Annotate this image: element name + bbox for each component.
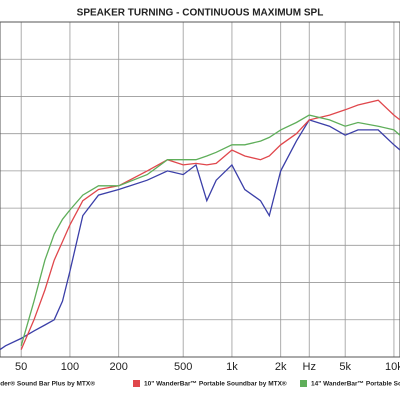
legend-swatch	[133, 380, 140, 387]
legend-swatch	[300, 380, 307, 387]
series-line	[20, 99, 400, 350]
legend-label: 10" WanderBar™ Portable Soundbar by MTX®	[144, 380, 287, 388]
x-tick-label: 1k	[226, 361, 238, 373]
legend-label: 14" WanderBar™ Portable Sound	[311, 381, 400, 388]
chart-title: SPEAKER TURNING - CONTINUOUS MAXIMUM SPL	[77, 8, 324, 19]
x-tick-label: Hz	[303, 361, 316, 373]
x-tick-label: 2k	[275, 361, 287, 373]
series-line	[20, 114, 400, 346]
x-tick-label: 50	[15, 361, 27, 373]
legend-label: Road Thunder® Sound Bar Plus by MTX®	[0, 380, 95, 388]
x-tick-label: 100	[61, 361, 79, 373]
plot-frame	[0, 21, 400, 358]
x-tick-label: 5k	[339, 361, 351, 373]
series-line	[0, 119, 400, 351]
x-tick-label: 500	[174, 361, 192, 373]
x-tick-label: 200	[110, 361, 128, 373]
x-tick-label: 10k	[385, 361, 400, 373]
